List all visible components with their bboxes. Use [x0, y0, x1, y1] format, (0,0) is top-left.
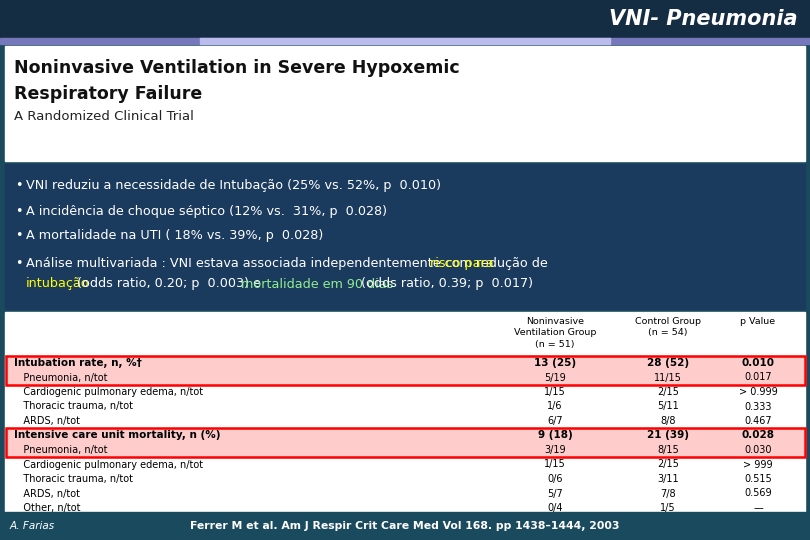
Text: > 0.999: > 0.999	[739, 387, 778, 397]
Text: 13 (25): 13 (25)	[534, 358, 576, 368]
Text: 28 (52): 28 (52)	[647, 358, 689, 368]
Text: ARDS, n/tot: ARDS, n/tot	[14, 489, 80, 498]
Bar	[0, 38, 810, 44]
Text: •: •	[15, 258, 23, 271]
Text: Noninvasive Ventilation in Severe Hypoxemic: Noninvasive Ventilation in Severe Hypoxe…	[14, 59, 459, 77]
Text: 8/15: 8/15	[657, 445, 679, 455]
Text: 0.515: 0.515	[744, 474, 772, 484]
Text: 2/15: 2/15	[657, 460, 679, 469]
Text: Intensive care unit mortality, n (%): Intensive care unit mortality, n (%)	[14, 430, 220, 441]
Text: Other, n/tot: Other, n/tot	[14, 503, 80, 513]
Text: 2/15: 2/15	[657, 387, 679, 397]
Text: 8/8: 8/8	[660, 416, 676, 426]
Text: Pneumonia, n/tot: Pneumonia, n/tot	[14, 373, 108, 382]
Text: A mortalidade na UTI ( 18% vs. 39%, p  0.028): A mortalidade na UTI ( 18% vs. 39%, p 0.…	[26, 230, 323, 242]
Text: —: —	[753, 503, 763, 513]
Text: 0/6: 0/6	[548, 474, 563, 484]
Text: 1/15: 1/15	[544, 387, 566, 397]
Text: (odds ratio, 0.20; p  0.003) e: (odds ratio, 0.20; p 0.003) e	[73, 278, 265, 291]
Bar	[5, 312, 805, 512]
Bar	[6, 356, 805, 370]
Text: •: •	[15, 230, 23, 242]
Text: Respiratory Failure: Respiratory Failure	[14, 85, 202, 103]
Bar	[200, 38, 610, 44]
Bar	[5, 164, 805, 309]
Text: A incidência de choque séptico (12% vs.  31%, p  0.028): A incidência de choque séptico (12% vs. …	[26, 205, 387, 218]
Bar	[6, 428, 805, 443]
Text: Noninvasive
Ventilation Group
(n = 51): Noninvasive Ventilation Group (n = 51)	[514, 317, 596, 349]
Text: 0.333: 0.333	[744, 402, 772, 411]
Text: A Randomized Clinical Trial: A Randomized Clinical Trial	[14, 110, 194, 123]
Text: > 999: > 999	[744, 460, 773, 469]
Text: 1/5: 1/5	[660, 503, 676, 513]
Text: Pneumonia, n/tot: Pneumonia, n/tot	[14, 445, 108, 455]
Text: (odds ratio, 0.39; p  0.017): (odds ratio, 0.39; p 0.017)	[356, 278, 533, 291]
Text: •: •	[15, 179, 23, 192]
Text: 0.010: 0.010	[741, 358, 774, 368]
Text: A. Farias: A. Farias	[10, 521, 55, 531]
Text: 5/11: 5/11	[657, 402, 679, 411]
Text: 0.467: 0.467	[744, 416, 772, 426]
Text: Intubation rate, n, %†: Intubation rate, n, %†	[14, 358, 142, 368]
Text: •: •	[15, 205, 23, 218]
Text: 9 (18): 9 (18)	[538, 430, 573, 441]
Text: p Value: p Value	[740, 317, 775, 326]
Bar	[6, 356, 805, 384]
Text: 5/7: 5/7	[547, 489, 563, 498]
Text: 3/11: 3/11	[657, 474, 679, 484]
Text: 3/19: 3/19	[544, 445, 566, 455]
Text: ARDS, n/tot: ARDS, n/tot	[14, 416, 80, 426]
Text: intubação: intubação	[26, 278, 90, 291]
Text: 1/6: 1/6	[548, 402, 563, 411]
Bar	[0, 512, 810, 540]
Text: 6/7: 6/7	[548, 416, 563, 426]
Text: Cardiogenic pulmonary edema, n/tot: Cardiogenic pulmonary edema, n/tot	[14, 387, 203, 397]
Text: Ferrer M et al. Am J Respir Crit Care Med Vol 168. pp 1438–1444, 2003: Ferrer M et al. Am J Respir Crit Care Me…	[190, 521, 620, 531]
Text: 21 (39): 21 (39)	[647, 430, 689, 441]
Text: 0.028: 0.028	[741, 430, 774, 441]
Bar	[6, 428, 805, 457]
Bar	[0, 0, 810, 38]
Text: 0.569: 0.569	[744, 489, 772, 498]
Text: mortalidade em 90 dias: mortalidade em 90 dias	[241, 278, 394, 291]
Bar	[6, 370, 805, 384]
Text: 1/15: 1/15	[544, 460, 566, 469]
Text: 5/19: 5/19	[544, 373, 566, 382]
Text: Cardiogenic pulmonary edema, n/tot: Cardiogenic pulmonary edema, n/tot	[14, 460, 203, 469]
Text: risco para: risco para	[430, 258, 494, 271]
Text: 11/15: 11/15	[654, 373, 682, 382]
Text: Thoracic trauma, n/tot: Thoracic trauma, n/tot	[14, 402, 133, 411]
Text: 0.030: 0.030	[744, 445, 772, 455]
Text: VNI- Pneumonia: VNI- Pneumonia	[609, 9, 798, 29]
Text: Análise multivariada : VNI estava associada independentemente com redução de: Análise multivariada : VNI estava associ…	[26, 258, 552, 271]
Bar	[5, 46, 805, 161]
Text: VNI reduziu a necessidade de Intubação (25% vs. 52%, p  0.010): VNI reduziu a necessidade de Intubação (…	[26, 179, 441, 192]
Text: 0.017: 0.017	[744, 373, 772, 382]
Text: 7/8: 7/8	[660, 489, 676, 498]
Text: Thoracic trauma, n/tot: Thoracic trauma, n/tot	[14, 474, 133, 484]
Text: 0/4: 0/4	[548, 503, 563, 513]
Bar	[6, 443, 805, 457]
Text: Control Group
(n = 54): Control Group (n = 54)	[635, 317, 701, 338]
